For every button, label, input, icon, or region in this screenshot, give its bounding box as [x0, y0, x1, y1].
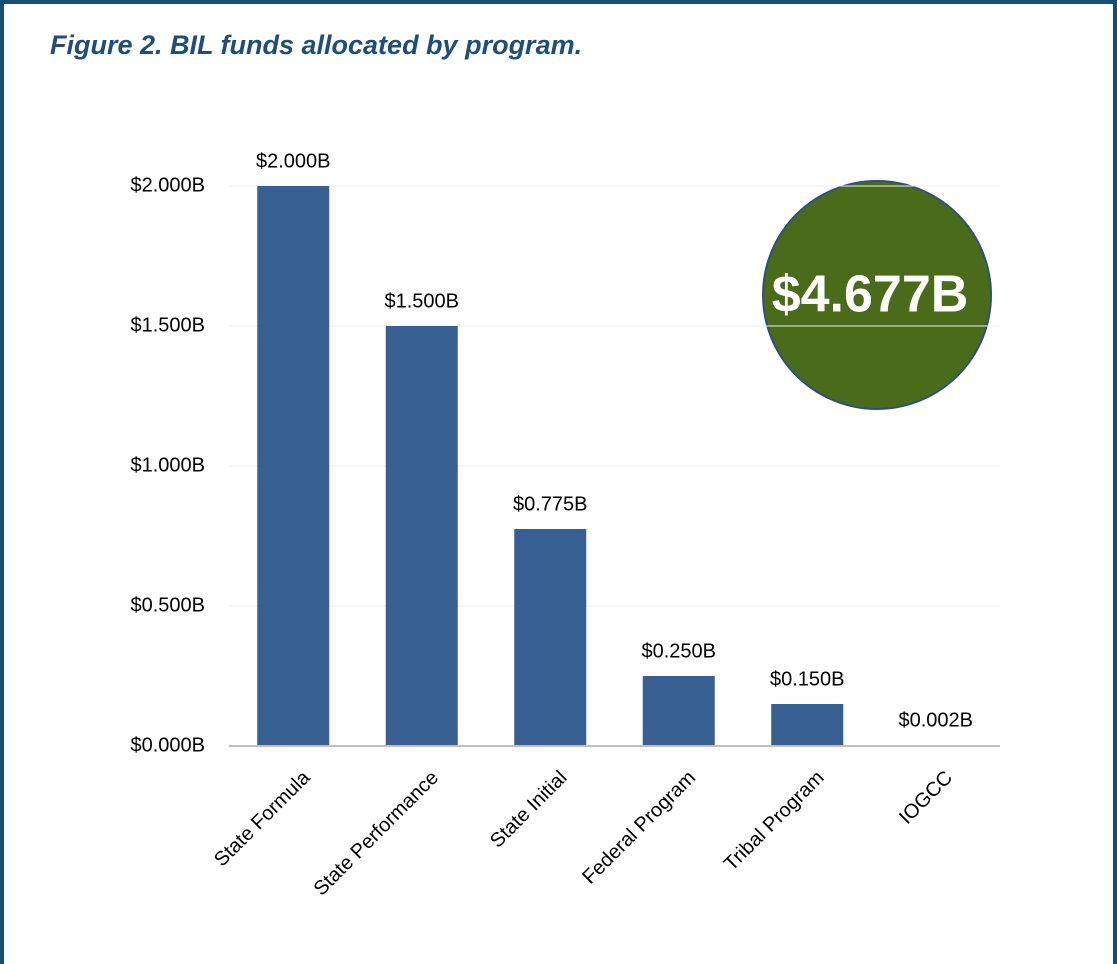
- x-tick-label: State Performance: [310, 767, 443, 900]
- chart-title: Figure 2. BIL funds allocated by program…: [50, 30, 582, 60]
- y-tick-label: $1.000B: [130, 454, 205, 476]
- x-tick-label: IOGCC: [895, 767, 957, 829]
- data-label: $1.500B: [384, 290, 459, 312]
- y-tick-label: $0.000B: [130, 734, 205, 756]
- x-tick-label: State Formula: [210, 766, 315, 871]
- x-tick-label: Tribal Program: [720, 767, 829, 876]
- bar: [771, 704, 844, 746]
- x-tick-label: State Initial: [486, 767, 572, 853]
- data-label: $2.000B: [256, 150, 331, 172]
- y-tick-label: $1.500B: [130, 314, 205, 336]
- bar: [257, 186, 330, 746]
- data-label: $0.002B: [898, 710, 973, 732]
- data-label: $0.775B: [513, 493, 588, 515]
- data-label: $0.150B: [770, 668, 845, 690]
- y-tick-label: $0.500B: [130, 594, 205, 616]
- data-label: $0.250B: [641, 640, 716, 662]
- total-label: $4.677B: [772, 266, 969, 324]
- bar: [385, 326, 458, 746]
- bar: [642, 676, 715, 746]
- bar: [514, 529, 587, 746]
- y-tick-label: $2.000B: [130, 174, 205, 196]
- total-badge: [762, 180, 992, 410]
- x-tick-label: Federal Program: [578, 767, 700, 889]
